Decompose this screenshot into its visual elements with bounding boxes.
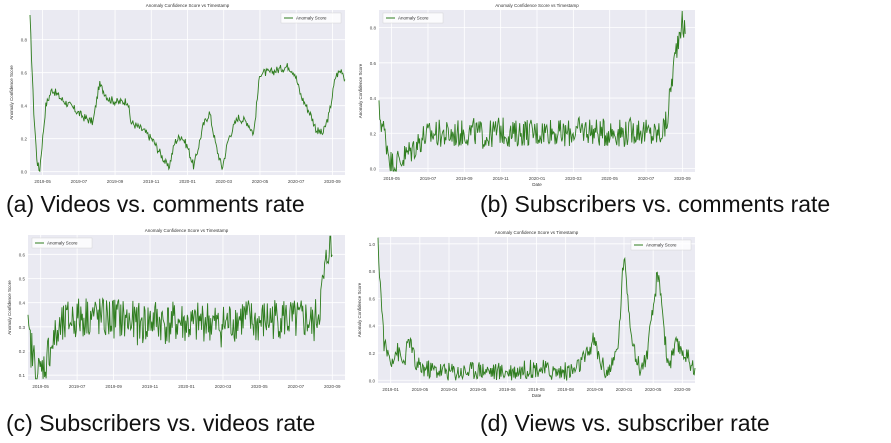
chart-d-svg: 0.0 0.2 0.4 0.6 0.8 1.0 2019-01 2019-05 2019-04 2… xyxy=(357,230,696,398)
chart-panel-d: 0.0 0.2 0.4 0.6 0.8 1.0 2019-01 2019-05 2019-04 2… xyxy=(350,225,700,400)
x-tick-label: 2019-05 xyxy=(34,179,51,184)
series-line-anomaly-score xyxy=(27,235,333,380)
y-tick-label: 0.1 xyxy=(19,373,26,378)
chart-title: Anomaly Confidence Score vs Timestamp xyxy=(146,3,230,8)
y-axis-label: Anomaly Confidence Score xyxy=(358,63,363,118)
y-tick-label: 0.6 xyxy=(19,252,26,257)
caption-b: (b) Subscribers vs. comments rate xyxy=(480,191,831,217)
x-tick-label: 2020-01 xyxy=(179,179,196,184)
legend-label: Anomaly Score xyxy=(296,16,327,21)
legend-box xyxy=(280,12,342,24)
y-tick-label: 0.5 xyxy=(19,277,26,282)
series-line-anomaly-score xyxy=(377,237,696,381)
x-tick-label: 2020-05 xyxy=(251,384,268,389)
x-tick-label: 2019-09 xyxy=(105,384,122,389)
legend-box xyxy=(31,237,93,249)
x-tick-label: 2020-03 xyxy=(565,176,582,181)
x-tick-label: 2020-09 xyxy=(674,387,691,392)
x-tick-label: 2019-09 xyxy=(456,176,473,181)
x-tick-label: 2019-08 xyxy=(557,387,574,392)
y-tick-label: 1.0 xyxy=(369,242,376,247)
caption-a: (a) Videos vs. comments rate xyxy=(6,191,305,217)
x-tick-label: 2020-03 xyxy=(215,179,232,184)
x-tick-label: 2020-01 xyxy=(616,387,633,392)
x-tick-label: 2019-07 xyxy=(69,384,86,389)
y-tick-label: 0.4 xyxy=(19,301,26,306)
x-tick-label: 2019-07 xyxy=(71,179,88,184)
chart-a-svg: 0.0 0.2 0.4 0.6 0.8 2019-05 2019-07 2019-09 2019… xyxy=(9,3,346,184)
y-tick-label: 0.0 xyxy=(369,378,376,383)
chart-title: Anomaly Confidence Score vs Timestamp xyxy=(495,230,579,235)
x-tick-label: 2020-05 xyxy=(601,176,618,181)
y-tick-label: 0.2 xyxy=(370,131,377,136)
x-tick-label: 2019-05 xyxy=(528,387,545,392)
series-line-anomaly-score xyxy=(378,10,686,172)
y-tick-label: 0.4 xyxy=(369,324,376,329)
y-tick-label: 0.6 xyxy=(21,71,28,76)
x-tick-label: 2019-05 xyxy=(383,176,400,181)
y-tick-label: 0.0 xyxy=(21,170,28,175)
y-tick-label: 0.0 xyxy=(370,166,377,171)
legend-label: Anomaly Score xyxy=(646,243,677,248)
y-axis-label: Anomaly Confidence Score xyxy=(357,282,362,337)
chart-title: Anomaly Confidence Score vs Timestamp xyxy=(495,3,579,8)
x-tick-label: 2019-07 xyxy=(420,176,437,181)
chart-b-svg: 0.0 0.2 0.4 0.6 0.8 2019-05 2019-07 2019-09 2019… xyxy=(358,3,695,187)
x-tick-label: 2019-11 xyxy=(493,176,510,181)
y-tick-label: 0.4 xyxy=(370,96,377,101)
y-tick-label: 0.2 xyxy=(21,137,28,142)
x-axis-label: Date xyxy=(532,182,542,187)
chart-panel-a: 0.0 0.2 0.4 0.6 0.8 2019-05 2019-07 2019-09 2019… xyxy=(0,0,350,190)
y-tick-label: 0.4 xyxy=(21,104,28,109)
legend-label: Anomaly Score xyxy=(47,241,78,246)
x-tick-label: 2020-03 xyxy=(215,384,232,389)
caption-c: (c) Subscribers vs. videos rate xyxy=(6,410,316,436)
chart-c-svg: 0.1 0.2 0.3 0.4 0.5 0.6 2019-05 2019-07 2019-09 2… xyxy=(7,228,345,389)
x-axis-label: Date xyxy=(532,393,542,398)
y-tick-label: 0.2 xyxy=(19,349,26,354)
y-tick-label: 0.6 xyxy=(370,61,377,66)
legend-label: Anomaly Score xyxy=(398,16,429,21)
x-tick-label: 2019-09 xyxy=(107,179,124,184)
x-tick-label: 2020-01 xyxy=(178,384,195,389)
x-tick-label: 2019-04 xyxy=(441,387,458,392)
chart-panel-c: 0.1 0.2 0.3 0.4 0.5 0.6 2019-05 2019-07 2019-09 2… xyxy=(0,225,350,400)
x-tick-label: 2020-05 xyxy=(645,387,662,392)
x-tick-label: 2020-07 xyxy=(288,384,305,389)
chart-panel-b: 0.0 0.2 0.4 0.6 0.8 2019-05 2019-07 2019-09 2019… xyxy=(355,0,700,190)
chart-title: Anomaly Confidence Score vs Timestamp xyxy=(145,228,229,233)
x-tick-label: 2019-09 xyxy=(587,387,604,392)
y-tick-label: 0.6 xyxy=(369,296,376,301)
y-axis-label: Anomaly Confidence Score xyxy=(9,65,14,120)
x-tick-label: 2019-11 xyxy=(142,384,159,389)
x-tick-label: 2020-01 xyxy=(529,176,546,181)
legend-box xyxy=(382,12,444,24)
x-tick-label: 2019-06 xyxy=(499,387,516,392)
y-tick-label: 0.2 xyxy=(369,351,376,356)
y-tick-label: 0.8 xyxy=(370,26,377,31)
series-line-anomaly-score xyxy=(29,14,346,173)
y-tick-label: 0.8 xyxy=(21,38,28,43)
x-tick-label: 2020-07 xyxy=(288,179,305,184)
legend-box xyxy=(630,239,692,251)
y-tick-label: 0.8 xyxy=(369,269,376,274)
x-tick-label: 2020-07 xyxy=(638,176,655,181)
x-tick-label: 2019-11 xyxy=(143,179,160,184)
x-tick-label: 2020-09 xyxy=(324,179,341,184)
x-tick-label: 2020-05 xyxy=(252,179,269,184)
x-tick-label: 2020-09 xyxy=(674,176,691,181)
y-tick-label: 0.3 xyxy=(19,325,26,330)
x-tick-label: 2019-05 xyxy=(412,387,429,392)
x-tick-label: 2019-01 xyxy=(382,387,399,392)
x-tick-label: 2019-05 xyxy=(32,384,49,389)
x-tick-label: 2020-09 xyxy=(324,384,341,389)
y-axis-label: Anomaly Confidence Score xyxy=(7,280,12,335)
caption-d: (d) Views vs. subscriber rate xyxy=(480,410,770,436)
x-tick-label: 2019-05 xyxy=(470,387,487,392)
